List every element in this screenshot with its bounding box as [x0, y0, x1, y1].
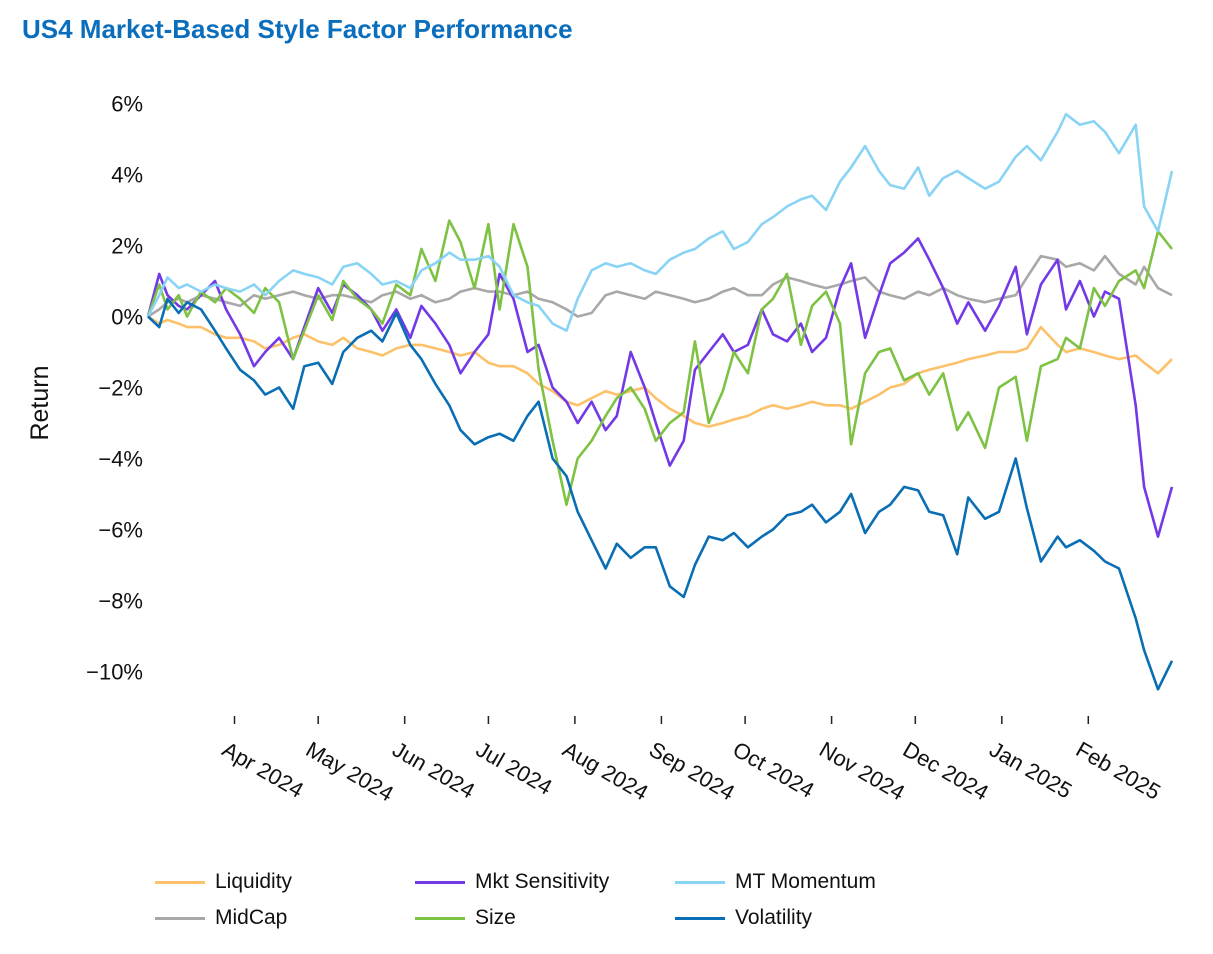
legend-swatch [675, 916, 725, 920]
x-tick-label: May 2024 [302, 737, 398, 807]
y-tick-label: −2% [98, 376, 143, 401]
x-tick-label: Feb 2025 [1072, 737, 1165, 805]
series-lines [146, 112, 1174, 691]
y-tick-label: 4% [111, 163, 143, 188]
y-tick-label: −10% [86, 660, 143, 685]
x-tick-label: Jan 2025 [985, 737, 1076, 804]
x-tick-label: Jun 2024 [388, 737, 479, 804]
series-line-liquidity [147, 315, 1173, 428]
y-axis-ticks: 6% 4% 2% 0% −2% −4% −6% −8% −10% [86, 92, 143, 685]
legend-swatch [415, 880, 465, 884]
legend-label: Volatility [735, 906, 813, 929]
x-tick-label: Sep 2024 [645, 737, 739, 806]
x-tick-label: Dec 2024 [899, 737, 993, 806]
series-line-midcap [147, 254, 1173, 318]
legend-label: Mkt Sensitivity [475, 870, 610, 893]
legend-swatch [675, 880, 725, 884]
legend-item-mt-momentum: MT Momentum [675, 870, 935, 894]
x-tick-label: Apr 2024 [218, 737, 308, 803]
legend-swatch [155, 880, 205, 884]
chart-title: US4 Market-Based Style Factor Performanc… [22, 14, 573, 44]
y-tick-label: 0% [111, 305, 143, 330]
legend-label: Size [475, 906, 516, 929]
series-line-mkt-sensitivity [146, 237, 1174, 538]
legend-item-midcap: MidCap [155, 906, 415, 930]
x-tick-label: Oct 2024 [729, 737, 819, 803]
legend-item-size: Size [415, 906, 675, 930]
x-tick-label: Aug 2024 [558, 737, 652, 806]
legend-item-mkt-sensitivity: Mkt Sensitivity [415, 870, 675, 894]
y-tick-label: 2% [111, 234, 143, 259]
legend-label: Liquidity [215, 870, 293, 893]
legend-swatch [415, 916, 465, 920]
legend-label: MidCap [215, 906, 288, 929]
series-line-mt-momentum [146, 112, 1174, 333]
y-axis-label: Return [26, 365, 54, 440]
y-tick-label: 6% [111, 92, 143, 117]
y-tick-label: −6% [98, 518, 143, 543]
x-tick-label: Nov 2024 [815, 737, 909, 806]
y-tick-label: −8% [98, 589, 143, 614]
legend: Liquidity Mkt Sensitivity MT Momentum MidCa… [155, 870, 955, 930]
y-tick-label: −4% [98, 447, 143, 472]
legend-item-volatility: Volatility [675, 906, 935, 930]
legend-swatch [155, 916, 205, 920]
series-line-size [146, 219, 1174, 507]
x-tick-label: Jul 2024 [472, 737, 557, 800]
legend-item-liquidity: Liquidity [155, 870, 415, 894]
series-line-volatility [147, 297, 1174, 691]
legend-label: MT Momentum [735, 870, 876, 893]
